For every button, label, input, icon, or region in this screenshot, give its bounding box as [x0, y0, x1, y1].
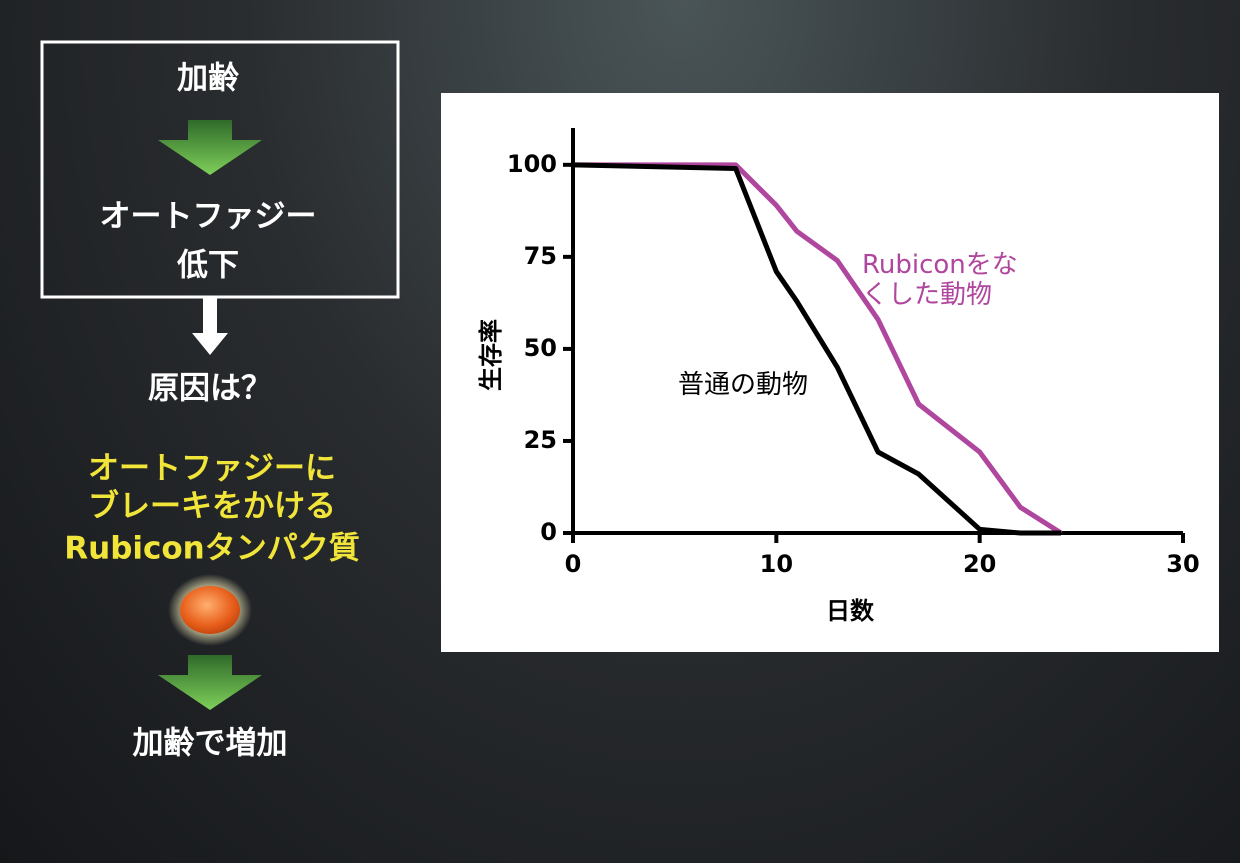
- series-label: Rubiconをなくした動物: [862, 250, 1018, 310]
- text: ブレーキをかける: [88, 488, 336, 525]
- text: オートファジーに: [88, 450, 336, 487]
- y-tick-label: 50: [524, 334, 557, 362]
- x-tick-label: 10: [760, 550, 793, 578]
- text: 原因は？: [148, 370, 272, 407]
- y-axis-label: 生存率: [477, 319, 505, 391]
- data-line: [573, 162, 1063, 536]
- x-tick-label: 30: [1166, 550, 1199, 578]
- x-tick-label: 20: [963, 550, 996, 578]
- arrow: [192, 297, 228, 355]
- y-tick-label: 75: [524, 242, 557, 270]
- protein-icon: [180, 586, 240, 634]
- y-tick-label: 100: [507, 150, 557, 178]
- text: 低下: [177, 247, 239, 284]
- x-tick-label: 0: [565, 550, 582, 578]
- y-tick-label: 0: [540, 518, 557, 546]
- data-line: [572, 162, 1061, 536]
- series-label: 普通の動物: [678, 370, 809, 400]
- text: オートファジー: [99, 198, 317, 235]
- chart-panel: [441, 93, 1219, 652]
- text: Rubiconタンパク質: [64, 530, 360, 567]
- text: 加齢で増加: [132, 725, 288, 762]
- box: [40, 40, 400, 299]
- y-tick-label: 25: [524, 426, 557, 454]
- text: 加齢: [177, 60, 239, 97]
- arrow: [158, 655, 262, 710]
- arrow: [158, 120, 262, 175]
- x-axis-label: 日数: [826, 597, 875, 625]
